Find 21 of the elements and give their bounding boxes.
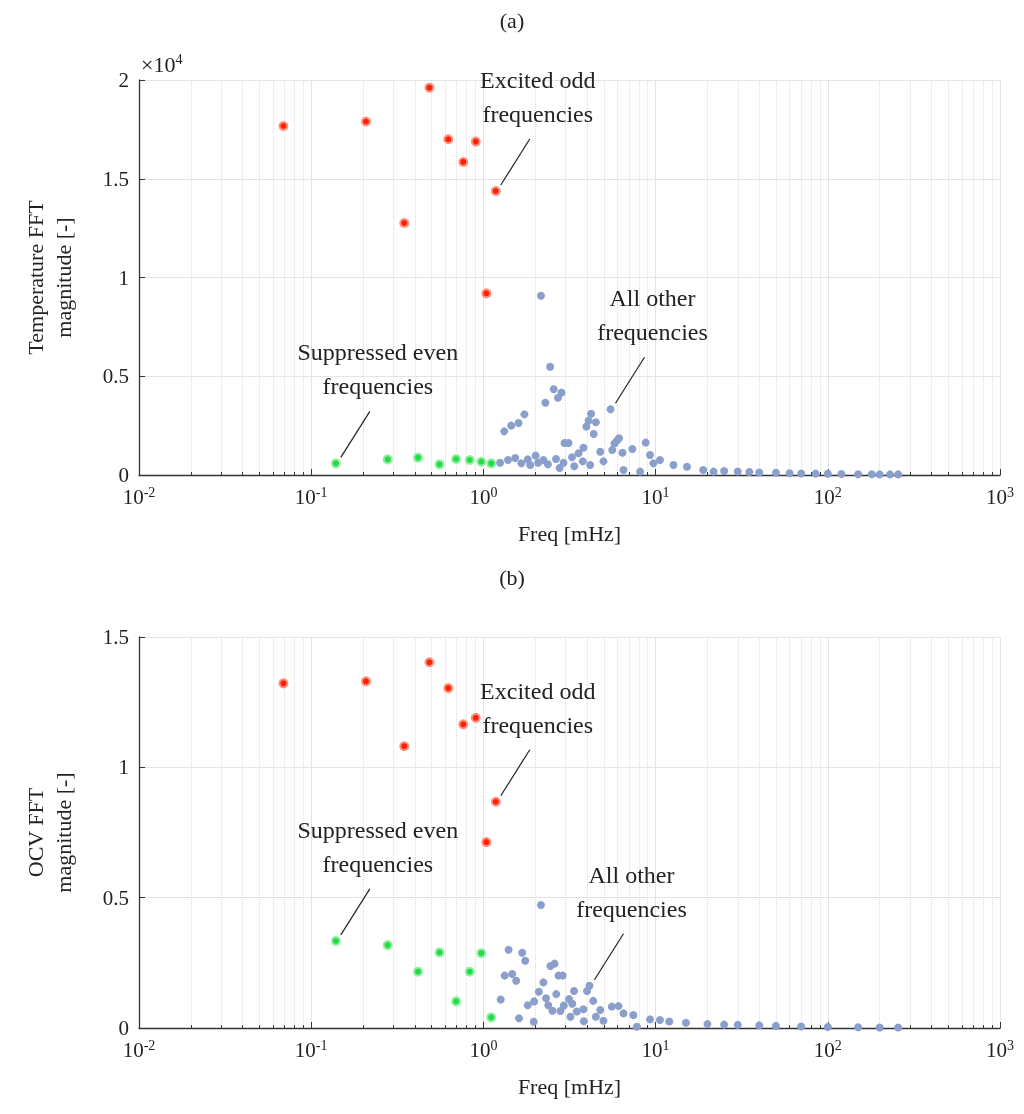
annotation: Excited odd frequencies — [480, 677, 596, 738]
y-tick-label: 0 — [118, 463, 129, 487]
annotation: Excited odd frequencies — [480, 66, 596, 127]
x-axis-title: Freq [mHz] — [517, 1073, 622, 1099]
y-tick-label: 0 — [118, 1016, 129, 1040]
annotation: All other frequencies — [597, 285, 708, 346]
y-axis-title: Temperature FFT magnitude [-] — [22, 199, 76, 355]
y-tick-label: 0.5 — [102, 364, 129, 389]
chart-title: (a) — [499, 7, 525, 33]
y-tick-label: 2 — [118, 68, 129, 92]
y-tick-label: 1.5 — [102, 625, 129, 649]
y-tick-label: 1.5 — [102, 166, 129, 191]
x-axis-title: Freq [mHz] — [517, 520, 622, 546]
y-tick-label: 1 — [118, 755, 129, 780]
annotation: Suppressed even frequencies — [297, 339, 459, 400]
annotation: All other frequencies — [576, 861, 687, 922]
y-tick-label: 0.5 — [102, 885, 129, 910]
annotation: Suppressed even frequencies — [297, 816, 459, 877]
chart-title: (b) — [499, 564, 525, 590]
y-axis-title: OCV FFT magnitude [-] — [22, 772, 76, 893]
y-tick-label: 1 — [118, 265, 129, 290]
